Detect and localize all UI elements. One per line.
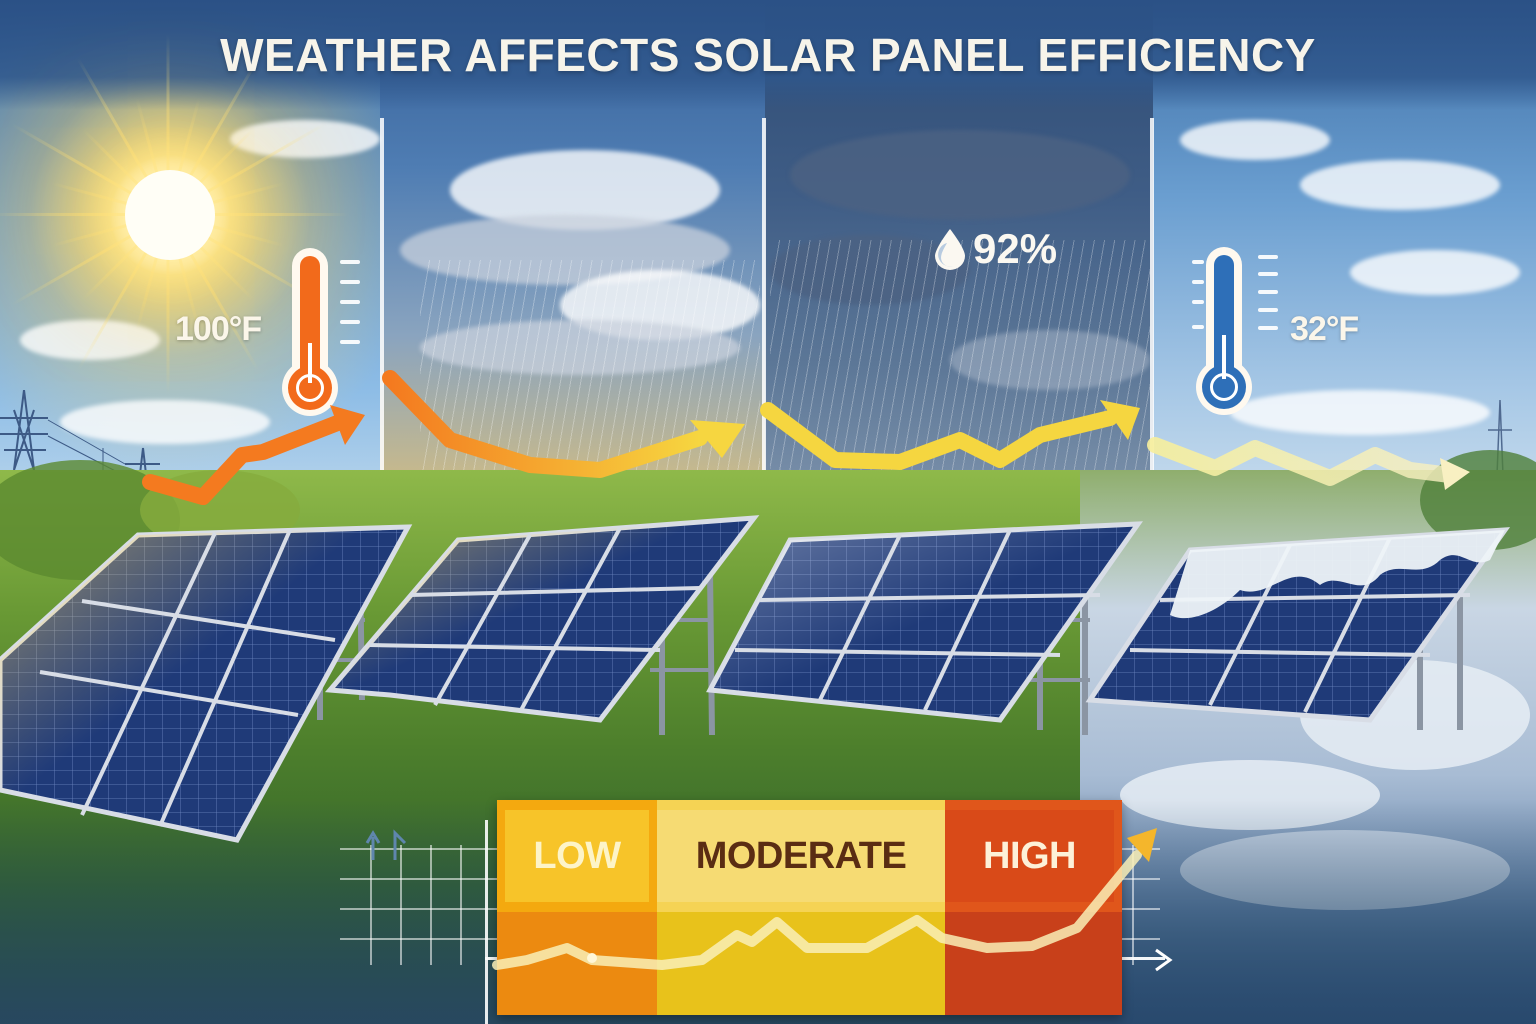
snow-layer — [1170, 530, 1505, 619]
y-axis — [485, 820, 488, 1024]
scene-divider — [762, 118, 766, 528]
temperature-cold-label: 32°F — [1290, 310, 1359, 348]
scene-divider — [380, 118, 384, 528]
x-axis-arrow-icon — [1155, 948, 1173, 972]
efficiency-segment-low: LOW — [497, 800, 657, 1015]
cloud — [230, 120, 380, 158]
humidity-indicator: 92% — [933, 225, 1057, 273]
water-drop-icon — [935, 229, 965, 270]
efficiency-line — [492, 828, 1157, 970]
small-up-arrow-icon — [365, 829, 407, 860]
scene-divider — [1150, 118, 1154, 528]
title-band — [0, 0, 1536, 110]
cloud — [1230, 390, 1490, 435]
scale-tick — [340, 340, 360, 344]
humidity-value: 92% — [973, 225, 1058, 272]
scale-tick — [1258, 326, 1278, 330]
scale-tick — [1258, 272, 1278, 276]
storm-cloud — [950, 330, 1150, 390]
efficiency-label-low: LOW — [533, 834, 621, 877]
solar-panel — [0, 524, 413, 843]
scale-tick — [340, 260, 360, 264]
storm-cloud — [790, 130, 1130, 220]
scale-tick — [340, 300, 360, 304]
storm-cloud — [770, 235, 970, 305]
scale-tick — [1192, 300, 1204, 304]
scale-tick — [1192, 280, 1204, 284]
scale-tick — [340, 280, 360, 284]
scale-tick — [1192, 325, 1204, 329]
efficiency-label-high: HIGH — [983, 834, 1077, 877]
efficiency-meter: LOW MODERATE HIGH — [492, 800, 1157, 1015]
sun-icon — [125, 170, 215, 260]
scale-tick — [1258, 255, 1278, 259]
scale-tick — [1258, 308, 1278, 312]
efficiency-label-moderate: MODERATE — [695, 834, 907, 877]
solar-panel-snow-covered — [1085, 527, 1511, 730]
efficiency-scale: LOW MODERATE HIGH — [497, 800, 1122, 1015]
solar-panel — [706, 521, 1143, 735]
efficiency-segment-high: HIGH — [945, 800, 1122, 1015]
cloud — [1180, 120, 1330, 160]
cloud — [420, 320, 740, 375]
cloud — [1350, 250, 1520, 295]
scale-tick — [340, 320, 360, 324]
temperature-hot-label: 100°F — [175, 310, 262, 348]
scale-tick — [1192, 260, 1204, 264]
page-title: WEATHER AFFECTS SOLAR PANEL EFFICIENCY — [220, 29, 1316, 81]
efficiency-segment-moderate: MODERATE — [657, 800, 945, 1015]
scale-tick — [1258, 290, 1278, 294]
cloud — [1300, 160, 1500, 210]
solar-panel — [324, 515, 760, 736]
